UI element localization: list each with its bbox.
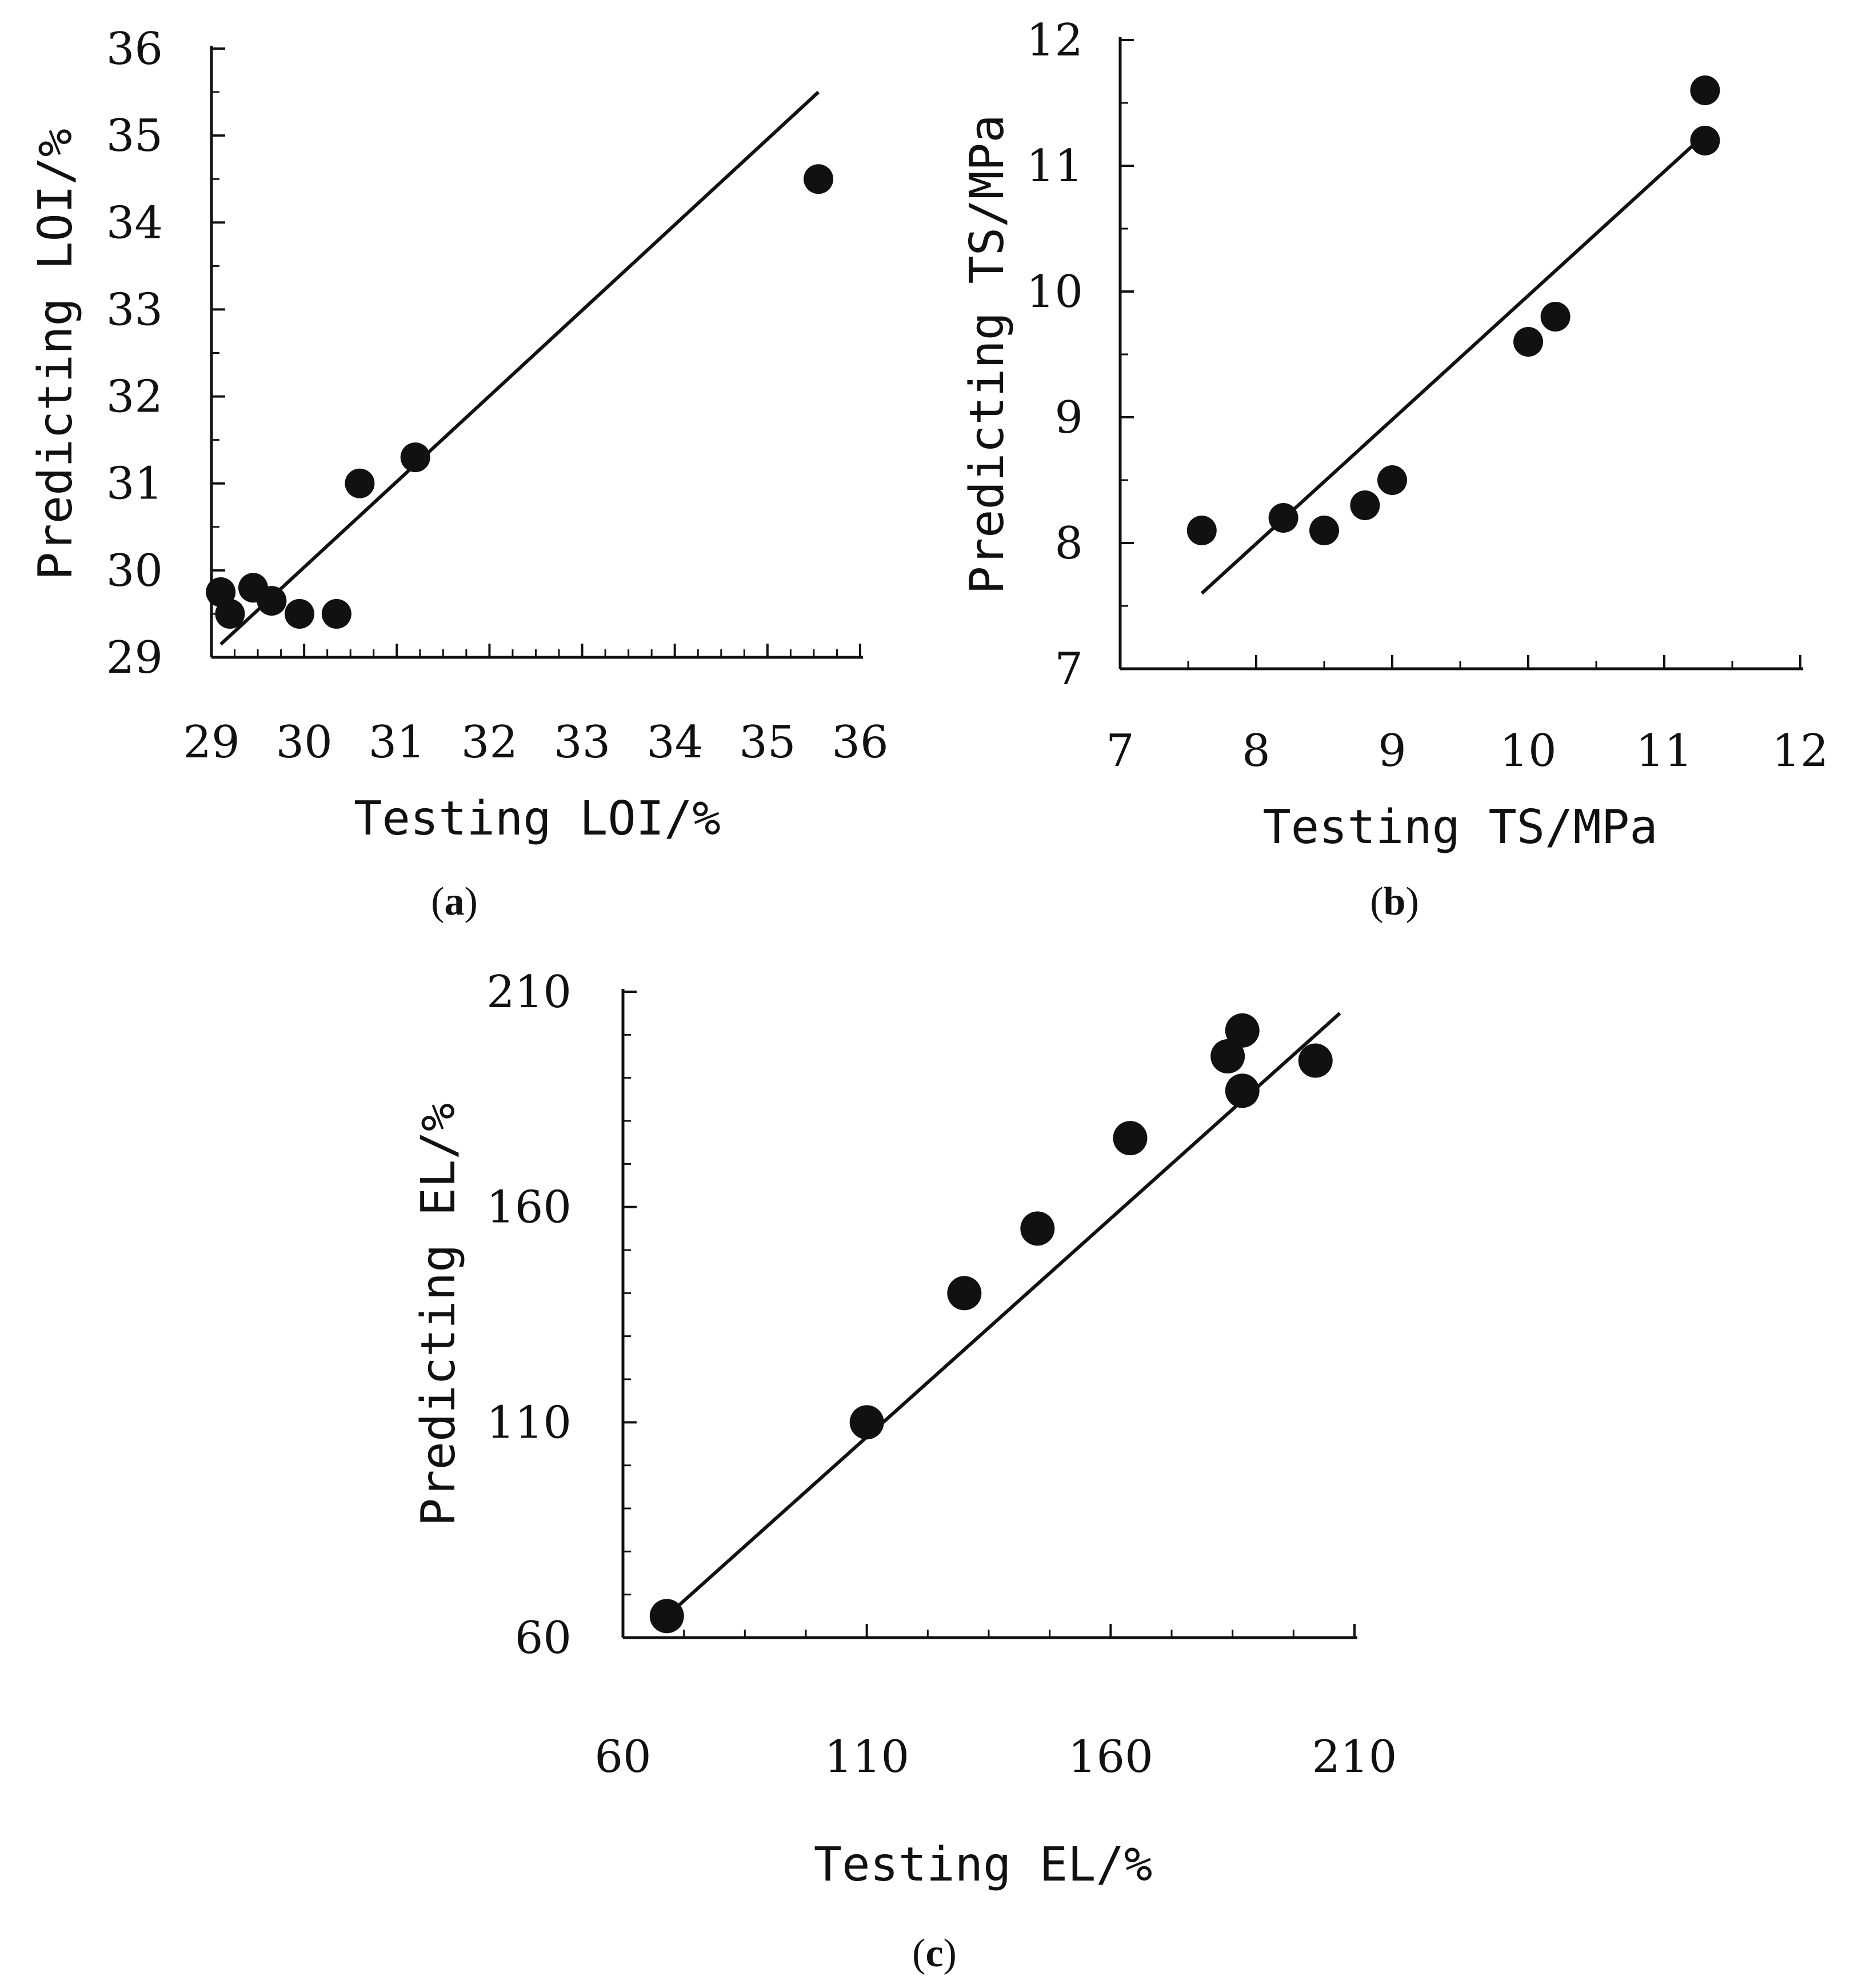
data-point: [1298, 1043, 1333, 1078]
x-axis-label: Testing TS/MPa: [1262, 800, 1657, 855]
y-tick-label: 34: [106, 197, 163, 249]
data-point: [947, 1276, 982, 1311]
data-point: [1540, 302, 1571, 332]
y-tick-label: 32: [106, 372, 163, 423]
y-tick-label: 110: [486, 1397, 572, 1448]
data-point: [1350, 490, 1380, 520]
x-axis-label: Testing LOI/%: [354, 792, 721, 846]
x-tick-label: 30: [276, 717, 333, 768]
data-point: [1113, 1121, 1148, 1156]
panel-label: (a): [431, 880, 478, 924]
x-tick-label: 29: [183, 717, 239, 768]
data-point: [1690, 75, 1720, 105]
y-tick-label: 7: [1054, 644, 1083, 695]
data-point: [1377, 465, 1407, 495]
x-tick-label: 31: [369, 717, 425, 768]
x-tick-label: 110: [824, 1731, 909, 1783]
x-tick-label: 36: [832, 717, 888, 768]
data-point: [649, 1599, 684, 1634]
x-tick-label: 210: [1312, 1731, 1397, 1783]
data-point: [215, 598, 245, 629]
y-tick-label: 29: [106, 632, 163, 684]
data-point: [257, 586, 287, 616]
x-tick-label: 11: [1636, 725, 1692, 777]
y-axis-label: Predicting LOI/%: [29, 129, 83, 580]
data-point: [1225, 1013, 1260, 1048]
panel-a: 29 30 31 32 33 34 35 36 29 30 31 32 33 34 35 36 Testing …: [29, 23, 889, 924]
x-tick-label: 9: [1378, 725, 1407, 777]
panel-label-close: ): [1405, 880, 1419, 924]
data-point: [321, 598, 351, 629]
x-tick-label: 32: [461, 717, 518, 768]
data-point: [849, 1405, 884, 1440]
fit-line: [219, 90, 820, 646]
y-tick-label: 36: [106, 23, 163, 75]
y-tick-label: 60: [515, 1612, 572, 1664]
x-tick-label: 160: [1068, 1731, 1153, 1783]
x-axis-label: Testing EL/%: [814, 1838, 1152, 1892]
panel-label-letter: a: [445, 880, 465, 924]
y-tick-label: 8: [1054, 518, 1083, 569]
x-tick-label: 10: [1500, 725, 1556, 777]
y-tick-label: 31: [106, 458, 163, 510]
panel-label-open: (: [912, 1931, 925, 1975]
x-tick-label: 8: [1242, 725, 1270, 777]
data-point: [1268, 503, 1298, 533]
data-point: [1690, 126, 1720, 155]
data-point: [1225, 1073, 1260, 1108]
x-tick-label: 7: [1106, 725, 1134, 777]
panel-label-open: (: [1370, 880, 1383, 924]
data-point: [1186, 516, 1217, 545]
panel-label: (b): [1370, 880, 1419, 924]
panel-label-open: (: [431, 880, 444, 924]
y-tick-label: 11: [1026, 141, 1083, 192]
panel-label-letter: c: [925, 1931, 943, 1975]
panel-b: 7 8 9 10 11 12 7 8 9 10 11 12 Testing TS/MPa Predicti…: [960, 15, 1829, 924]
x-tick-label: 34: [646, 717, 703, 768]
y-tick-label: 33: [106, 284, 163, 336]
data-point: [804, 164, 834, 194]
x-tick-label: 35: [739, 717, 796, 768]
data-point: [400, 442, 430, 473]
y-tick-label: 210: [486, 967, 572, 1018]
fit-line: [665, 1012, 1341, 1618]
y-tick-label: 30: [106, 545, 163, 597]
x-tick-label: 12: [1772, 725, 1828, 777]
data-point: [1210, 1039, 1245, 1073]
data-point: [1020, 1211, 1055, 1246]
panel-c: 60 110 160 210 60 110 160 210 Testing EL/% Predic…: [411, 967, 1397, 1975]
x-tick-label: 60: [594, 1731, 651, 1783]
data-point: [285, 598, 315, 629]
y-tick-label: 160: [486, 1182, 572, 1233]
y-axis-label: Predicting TS/MPa: [960, 114, 1014, 594]
x-tick-label: 33: [554, 717, 610, 768]
panel-label: (c): [912, 1931, 957, 1975]
data-point: [1309, 516, 1339, 545]
panel-label-letter: b: [1384, 880, 1406, 924]
panel-label-close: ): [465, 880, 478, 924]
y-tick-label: 12: [1026, 15, 1083, 66]
y-tick-label: 35: [106, 110, 163, 162]
y-tick-label: 10: [1026, 266, 1083, 318]
y-axis-label: Predicting EL/%: [411, 1103, 466, 1527]
data-point: [1513, 327, 1543, 357]
y-tick-label: 9: [1054, 392, 1083, 444]
data-point: [345, 468, 375, 498]
panel-label-close: ): [944, 1931, 957, 1975]
